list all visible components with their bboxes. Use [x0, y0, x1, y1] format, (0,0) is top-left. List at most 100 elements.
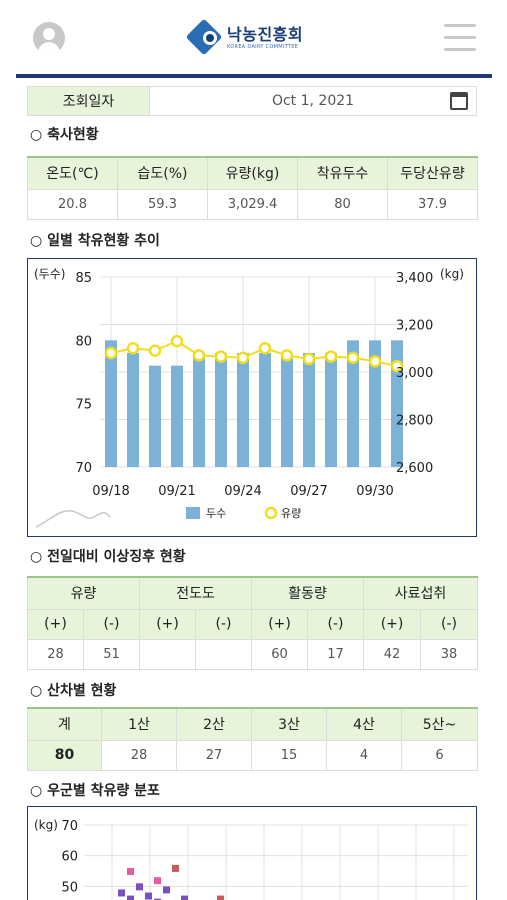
user-circle-icon[interactable]	[33, 22, 65, 54]
logo: 낙농진흥회 KOREA DAIRY COMMITTEE	[185, 18, 303, 56]
bar-09/28	[325, 353, 337, 467]
bar-09/27	[303, 353, 315, 467]
parity-title: ○ 산차별 현황	[30, 683, 117, 699]
abnormal-value-cell	[195, 638, 253, 670]
bar-09/21	[171, 365, 183, 467]
parity-header-cell: 4산	[326, 707, 402, 741]
left-tick-label: 85	[75, 271, 92, 286]
legend-bar-label: 두수	[206, 507, 226, 520]
bar-09/24	[237, 353, 249, 467]
line-point-09/24	[236, 351, 250, 364]
barn-header-cell: 온도(℃)	[27, 156, 118, 190]
line-point-09/27	[302, 352, 316, 366]
legend-bar-swatch	[186, 507, 200, 519]
scatter-point	[127, 868, 134, 875]
right-tick-label: 3,200	[396, 319, 433, 334]
bar-09/26	[281, 353, 293, 467]
abnormal-group-header: 유량	[26, 576, 141, 610]
abnormal-sign-header: (-)	[307, 608, 365, 640]
scatter-point	[154, 877, 161, 885]
line-point-09/25	[258, 342, 272, 355]
scatter-point	[163, 886, 170, 894]
line-point-09/30	[368, 355, 382, 368]
x-tick-label: 09/21	[158, 484, 195, 499]
right-tick-label: 3,000	[396, 366, 433, 381]
scatter-point	[118, 889, 125, 897]
line-point-09/21	[170, 334, 184, 348]
barn-value-cell: 20.8	[27, 188, 118, 220]
x-tick-label: 09/30	[356, 484, 393, 499]
query-date-row: 조회일자 Oct 1, 2021	[27, 86, 477, 116]
barn-header-cell: 두당산유량	[387, 156, 478, 190]
barn-value-cell: 37.9	[387, 188, 478, 220]
bar-09/30	[369, 340, 381, 467]
parity-total-cell: 80	[27, 739, 102, 771]
line-point-09/29	[346, 351, 360, 364]
y-tick-label: 60	[61, 850, 78, 865]
barn-value-cell: 80	[297, 188, 388, 220]
abnormal-value-cell: 28	[27, 638, 84, 670]
scatter-point	[136, 883, 143, 891]
scatter-point	[181, 895, 188, 900]
abnormal-sign-header: (+)	[363, 608, 422, 640]
barn-header-cell: 착유두수	[297, 156, 388, 190]
parity-table: 계 1산 2산 3산 4산 5산~ 80 28 27 15 4 6	[27, 707, 478, 771]
barn-header-cell: 유량(kg)	[207, 156, 298, 190]
bar-09/18	[105, 340, 117, 467]
parity-header-cell: 계	[27, 707, 102, 741]
legend-line-swatch	[264, 506, 278, 520]
abnormal-value-cell: 60	[251, 638, 309, 670]
line-point-09/18	[104, 346, 118, 360]
abnormal-value-cell: 17	[307, 638, 365, 670]
scatter-point	[154, 898, 161, 900]
abnormal-sign-header: (-)	[195, 608, 253, 640]
x-tick-label: 09/27	[290, 484, 327, 499]
abnormal-group-header: 활동량	[251, 576, 365, 610]
y-tick-label: 50	[61, 880, 78, 895]
left-axis-unit: (두수)	[34, 267, 65, 281]
bar-09/20	[149, 365, 161, 467]
abnormal-sign-header: (-)	[420, 608, 479, 640]
bar-09/19	[127, 353, 139, 467]
bar-09/29	[347, 340, 359, 467]
app-header: 낙농진흥회 KOREA DAIRY COMMITTEE	[0, 0, 507, 78]
daily-chart-title: ○ 일별 착유현황 추이	[30, 233, 160, 249]
calendar-icon[interactable]	[450, 92, 468, 110]
parity-header-cell: 1산	[101, 707, 177, 741]
line-point-10/01	[390, 359, 404, 373]
daily-milking-chart-svg: (두수) (kg) 85 80 75 70 3,400 3,200 3,000 2,800 2,60…	[34, 267, 464, 528]
scatter-point	[217, 895, 224, 900]
hamburger-menu-icon[interactable]	[444, 22, 476, 54]
abnormal-table: 유량 전도도 활동량 사료섭취 (+) (-) (+) (-) (+) (-) …	[26, 576, 479, 670]
parity-value-cell: 4	[326, 739, 402, 771]
line-point-09/26	[280, 349, 294, 362]
abnormal-sign-header: (+)	[139, 608, 197, 640]
left-tick-label: 75	[75, 398, 92, 413]
y-tick-label: 70	[61, 819, 78, 834]
line-point-09/22	[192, 349, 206, 362]
scatter-point	[145, 892, 152, 900]
parity-value-cell: 28	[101, 739, 177, 771]
abnormal-sign-header: (-)	[82, 608, 141, 640]
query-date-label: 조회일자	[28, 87, 150, 115]
y-axis-unit: (kg)	[34, 818, 58, 832]
legend-line-label: 유량	[281, 507, 301, 520]
right-tick-label: 2,600	[396, 461, 433, 476]
abnormal-value-cell: 38	[420, 638, 479, 670]
abnormal-group-header: 전도도	[139, 576, 253, 610]
barn-value-cell: 59.3	[117, 188, 208, 220]
left-tick-label: 80	[75, 334, 92, 349]
parity-value-cell: 27	[176, 739, 252, 771]
right-axis-unit: (kg)	[440, 267, 464, 281]
right-tick-label: 3,400	[396, 271, 433, 286]
right-tick-label: 2,800	[396, 414, 433, 429]
header-divider	[16, 74, 492, 78]
barn-header-cell: 습도(%)	[117, 156, 208, 190]
query-date-picker[interactable]: Oct 1, 2021	[150, 87, 476, 115]
logo-subtitle: KOREA DAIRY COMMITTEE	[227, 43, 299, 50]
bar-09/25	[259, 353, 271, 467]
parity-header-cell: 3산	[251, 707, 327, 741]
distribution-chart: 70 60 50 (kg)	[27, 806, 477, 900]
distribution-title: ○ 우군별 착유량 분포	[30, 783, 160, 799]
abnormal-title: ○ 전일대비 이상징후 현황	[30, 549, 186, 565]
